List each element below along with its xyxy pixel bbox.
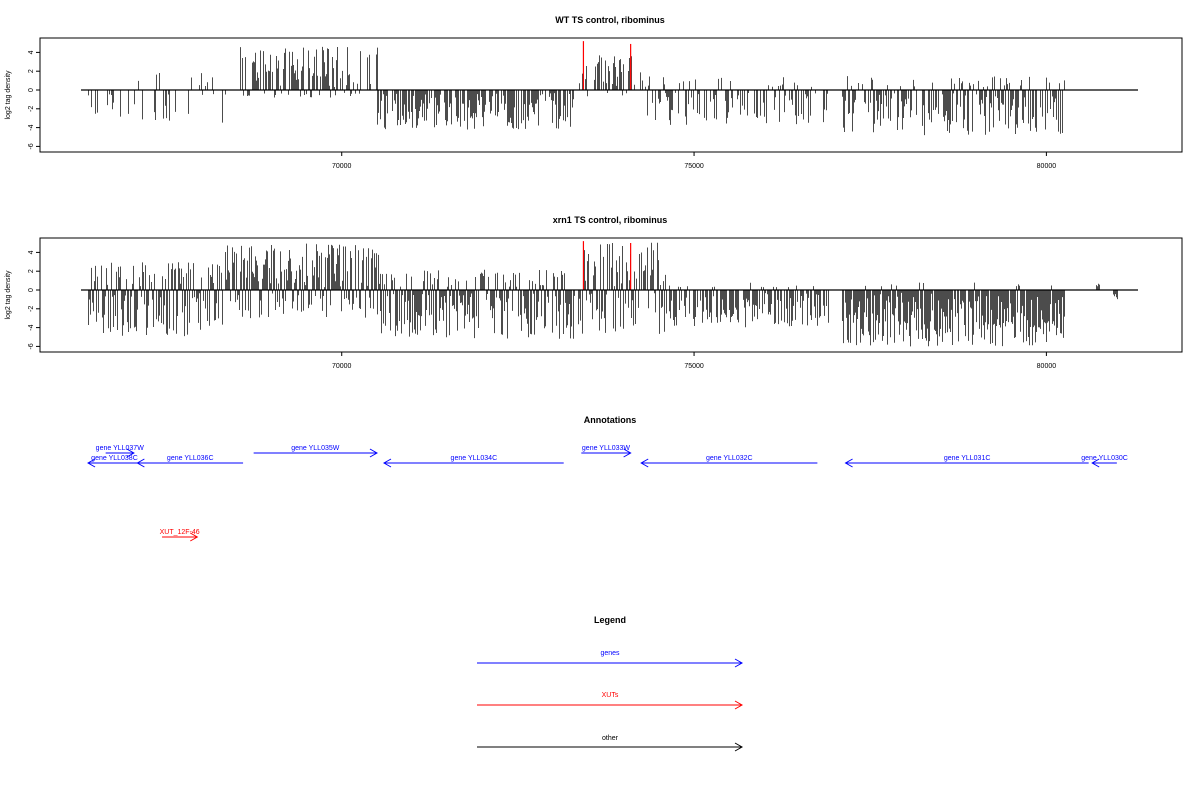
panel-xrn1-y-axis: -6 -4 -2 0 2 4 xyxy=(28,250,41,350)
legend-item-genes: genes xyxy=(477,650,744,668)
feature-arrowhead xyxy=(369,448,378,458)
feature-arrowhead xyxy=(640,458,649,468)
y-tick-label: 4 xyxy=(28,50,35,54)
feature-gene-yll030c: gene YLL030C xyxy=(1081,455,1128,468)
y-tick-label: -2 xyxy=(28,106,35,112)
feature-label: gene YLL035W xyxy=(291,445,340,452)
panel-wt-x-axis: 70000 75000 80000 xyxy=(332,152,1056,170)
legend-label-genes: genes xyxy=(600,650,620,657)
panel-xrn1: xrn1 TS control, ribominus log2 tag dens… xyxy=(5,215,1183,370)
panel-xrn1-highlight-bars xyxy=(582,241,632,290)
feature-arrowhead xyxy=(382,458,392,468)
legend-arrowhead-xuts xyxy=(734,700,744,710)
legend-arrowhead-genes xyxy=(734,658,744,668)
feature-label: gene YLL031C xyxy=(944,455,991,462)
feature-label: gene YLL032C xyxy=(706,455,753,462)
feature-label: gene YLL036C xyxy=(167,455,214,462)
feature-gene-yll031c: gene YLL031C xyxy=(844,455,1089,468)
x-tick-label: 80000 xyxy=(1037,363,1057,370)
panel-wt-highlight-bars xyxy=(582,41,632,90)
y-tick-label: -6 xyxy=(28,343,35,349)
panel-wt-title: WT TS control, ribominus xyxy=(555,15,665,25)
x-tick-label: 75000 xyxy=(684,163,704,170)
panel-wt: WT TS control, ribominus log2 tag densit… xyxy=(5,15,1183,170)
x-tick-label: 70000 xyxy=(332,163,352,170)
feature-label: gene YLL038C xyxy=(91,455,138,462)
panel-xrn1-x-axis: 70000 75000 80000 xyxy=(332,352,1056,370)
x-tick-label: 80000 xyxy=(1037,163,1057,170)
feature-gene-yll038c: gene YLL038C xyxy=(87,455,141,468)
legend-item-xuts: XUTs xyxy=(477,692,744,710)
feature-gene-yll034c: gene YLL034C xyxy=(382,455,564,468)
panel-wt-bars xyxy=(88,46,1065,136)
feature-label: gene YLL030C xyxy=(1081,455,1128,462)
panel-xrn1-title: xrn1 TS control, ribominus xyxy=(553,215,668,225)
feature-arrowhead xyxy=(126,448,135,458)
feature-arrowhead xyxy=(1091,458,1100,468)
feature-gene-yll036c: gene YLL036C xyxy=(136,455,244,468)
feature-gene-yll035w: gene YLL035W xyxy=(253,445,378,458)
feature-label: gene YLL034C xyxy=(451,455,498,462)
x-tick-label: 75000 xyxy=(684,363,704,370)
legend-arrowhead-other xyxy=(734,742,744,752)
panel-xrn1-bars xyxy=(88,242,1118,347)
feature-arrowhead xyxy=(190,532,199,542)
y-tick-label: -4 xyxy=(28,124,35,130)
feature-gene-yll033w: gene YLL033W xyxy=(581,445,632,458)
feature-gene-yll032c: gene YLL032C xyxy=(640,455,818,468)
feature-gene-yll037w: gene YLL037W xyxy=(96,445,145,458)
feature-arrowhead xyxy=(87,458,96,468)
y-tick-label: -4 xyxy=(28,324,35,330)
annotations-title: Annotations xyxy=(584,415,637,425)
legend-label-other: other xyxy=(602,735,619,742)
y-tick-label: -6 xyxy=(28,143,35,149)
feature-arrowhead xyxy=(623,448,632,458)
legend-item-other: other xyxy=(477,735,744,752)
x-tick-label: 70000 xyxy=(332,363,352,370)
y-tick-label: 2 xyxy=(28,269,35,273)
y-tick-label: -2 xyxy=(28,306,35,312)
feature-label: gene YLL033W xyxy=(582,445,631,452)
legend-title: Legend xyxy=(594,615,626,625)
feature-label: XUT_12F-46 xyxy=(160,529,200,536)
feature-xut-12f-46: XUT_12F-46 xyxy=(160,529,200,542)
annotation-features: gene YLL038C gene YLL037W gene YLL036C gene… xyxy=(87,445,1128,542)
legend-label-xuts: XUTs xyxy=(602,692,619,699)
y-tick-label: 0 xyxy=(28,288,35,292)
panel-xrn1-ylabel: log2 tag density xyxy=(5,270,12,320)
y-tick-label: 2 xyxy=(28,69,35,73)
panel-wt-ylabel: log2 tag density xyxy=(5,70,12,120)
y-tick-label: 4 xyxy=(28,250,35,254)
y-tick-label: 0 xyxy=(28,88,35,92)
feature-arrowhead xyxy=(844,458,853,468)
feature-arrowhead xyxy=(136,458,145,468)
panel-wt-y-axis: -6 -4 -2 0 2 4 xyxy=(28,50,41,150)
legend: Legend genes XUTs other xyxy=(477,615,744,752)
feature-label: gene YLL037W xyxy=(96,445,145,452)
